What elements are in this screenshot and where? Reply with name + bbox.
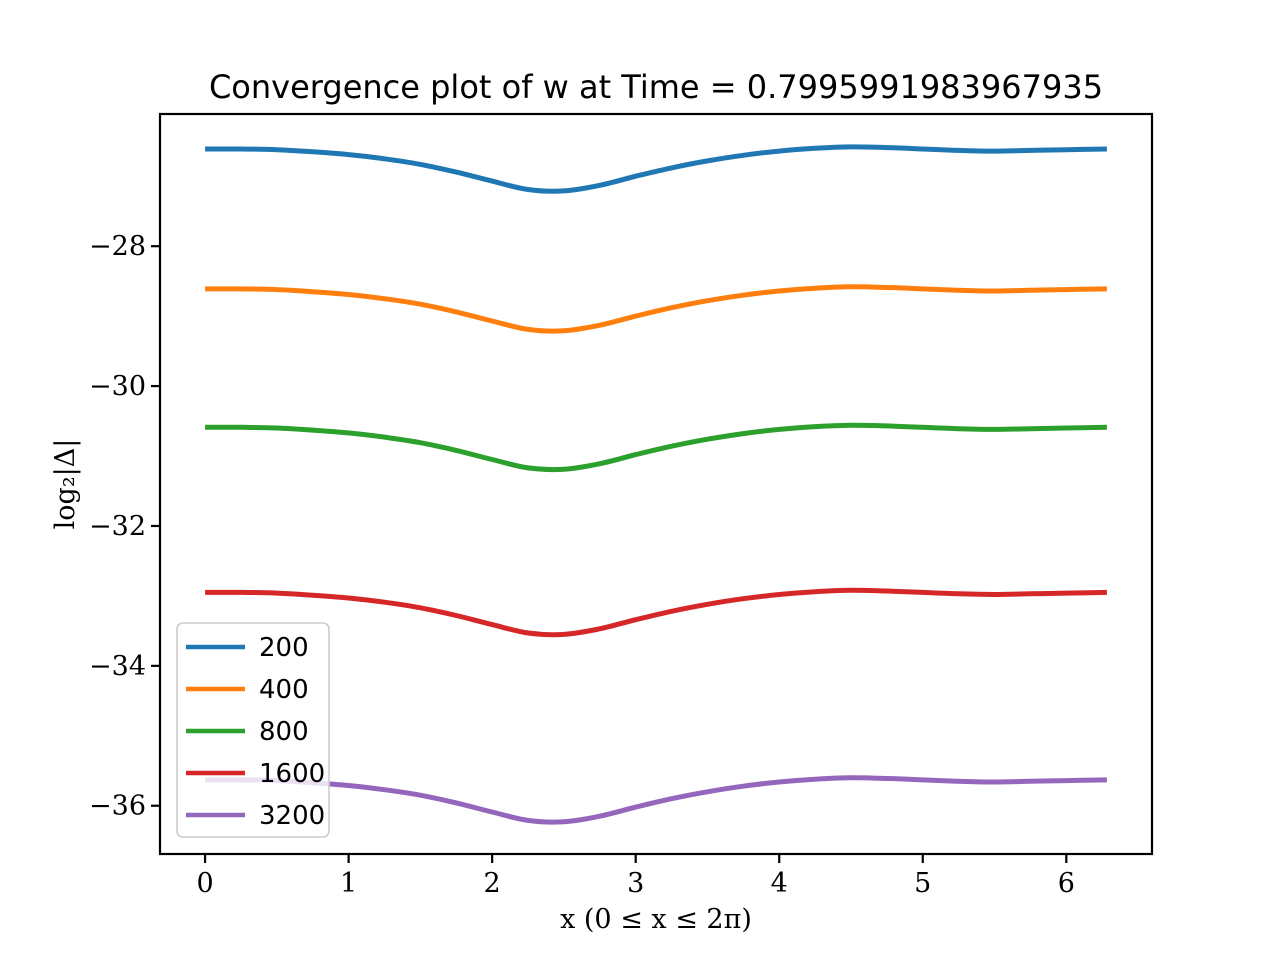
axes: 0 1 2 3 4 5 6 −28 −30 −32 −34 −36 xyxy=(89,231,1075,899)
x-tick-label: 1 xyxy=(340,868,357,899)
x-tick-label: 3 xyxy=(627,868,644,899)
series-lines xyxy=(205,144,1107,825)
series-line-1600 xyxy=(205,587,1107,638)
legend: 200 400 800 1600 3200 xyxy=(176,622,330,838)
y-tick-label: −34 xyxy=(89,651,146,682)
plot-title: Convergence plot of w at Time = 0.799599… xyxy=(209,68,1103,106)
y-tick-label: −28 xyxy=(89,231,146,262)
y-tick-label: −30 xyxy=(89,371,146,402)
legend-box xyxy=(176,622,330,838)
series-line-400 xyxy=(205,284,1107,334)
x-axis-label: x (0 ≤ x ≤ 2π) xyxy=(560,904,752,935)
axes-spines xyxy=(158,112,1154,856)
x-tick-label: 2 xyxy=(484,868,501,899)
x-tick-label: 5 xyxy=(914,868,931,899)
series-line-200 xyxy=(205,144,1107,194)
series-line-800 xyxy=(205,422,1107,473)
x-tick-label: 4 xyxy=(771,868,788,899)
legend-label-800: 800 xyxy=(259,717,309,747)
y-axis-label: log₂|Δ| xyxy=(50,439,81,530)
y-tick-label: −36 xyxy=(89,791,146,822)
x-tick-label: 6 xyxy=(1058,868,1075,899)
legend-label-1600: 1600 xyxy=(259,759,325,789)
legend-label-200: 200 xyxy=(259,633,309,663)
x-tick-label: 0 xyxy=(196,868,213,899)
series-line-3200 xyxy=(205,775,1107,825)
y-tick-label: −32 xyxy=(89,511,146,542)
legend-label-400: 400 xyxy=(259,675,309,705)
legend-label-3200: 3200 xyxy=(259,801,325,831)
